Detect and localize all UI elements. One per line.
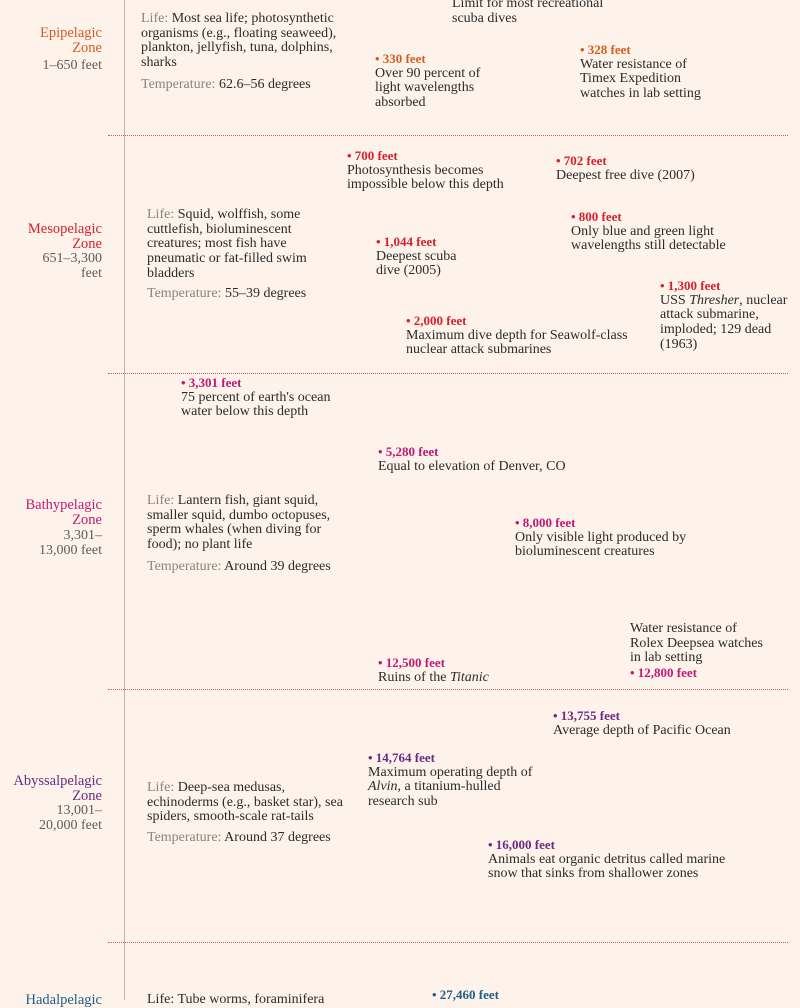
event-depth: • 1,044 feet (376, 234, 437, 249)
depth-event-700: • 700 feet Photosynthesis becomes imposs… (347, 148, 522, 193)
zone-temperature-epipelagic: Temperature: 62.6–56 degrees (141, 77, 311, 92)
event-description: Animals eat organic detritus called mari… (488, 851, 726, 882)
depth-event-702: • 702 feet Deepest free dive (2007) (556, 153, 726, 183)
event-depth: • 5,280 feet (378, 444, 439, 459)
zone-life-mesopelagic: Life: Squid, wolffish, some cuttlefish, … (147, 207, 317, 282)
zone-life-epipelagic: Life: Most sea life; photosynthetic orga… (141, 11, 341, 71)
zone-range-mesopelagic: 651–3,300 feet (42, 251, 103, 281)
zone-divider-meso-bathy (108, 373, 788, 374)
event-description: Deepest scuba dive (2005) (376, 248, 457, 279)
zone-life-abyssalpelagic: Life: Deep-sea medusas, echinoderms (e.g… (147, 780, 357, 825)
temperature-value: 55–39 degrees (224, 286, 307, 301)
depth-event-13755: • 13,755 feet Average depth of Pacific O… (553, 708, 753, 738)
zone-divider-abyss-hadal (108, 942, 788, 943)
event-depth: • 1,300 feet (660, 278, 721, 293)
event-description: Only blue and green light wavelengths st… (571, 223, 726, 254)
depth-event-12800: Water resistance of Rolex Deepsea watche… (630, 621, 765, 681)
temperature-label: Temperature: (147, 286, 222, 301)
depth-event-3301: • 3,301 feet 75 percent of earth's ocean… (181, 375, 346, 420)
event-depth: • 14,764 feet (368, 750, 435, 765)
zone-title-mesopelagic: Mesopelagic Zone (27, 221, 102, 252)
depth-event-800: • 800 feet Only blue and green light wav… (571, 209, 736, 254)
submersible-name: Alvin (368, 779, 398, 795)
zone-divider-bathy-abyss (108, 689, 788, 690)
submarine-name: Thresher (689, 292, 740, 308)
event-depth: • 700 feet (347, 148, 398, 163)
life-text: Squid, wolffish, some cuttlefish, biolum… (147, 207, 307, 281)
zone-life-hadalpelagic: Life: Tube worms, foraminifera (147, 992, 325, 1007)
event-depth: • 3,301 feet (181, 375, 242, 390)
depth-event-recreational-limit: Limit for most recreational scuba dives (452, 0, 632, 26)
event-description: Ruins of the Titanic (378, 669, 528, 686)
zone-range-epipelagic: 1–650 feet (42, 58, 102, 73)
event-description: Maximum operating depth of Alvin, a tita… (368, 764, 533, 810)
event-depth: • 800 feet (571, 209, 622, 224)
zone-life-bathypelagic: Life: Lantern fish, giant squid, smaller… (147, 493, 347, 553)
event-description-part: Ruins of the (378, 669, 450, 685)
event-depth: • 27,460 feet (432, 987, 499, 1002)
depth-event-328: • 328 feet Water resistance of Timex Exp… (580, 42, 725, 102)
life-text: Lantern fish, giant squid, smaller squid… (147, 493, 331, 553)
event-depth: • 330 feet (375, 51, 426, 66)
temperature-value: 62.6–56 degrees (218, 77, 311, 92)
event-description: Photosynthesis becomes impossible below … (347, 162, 504, 193)
event-depth: • 16,000 feet (488, 837, 555, 852)
temperature-label: Temperature: (147, 830, 222, 845)
event-depth: • 12,500 feet (378, 655, 445, 670)
life-text: Most sea life; photosynthetic organisms … (141, 11, 337, 71)
zone-title-abyssalpelagic: Abyssalpelagic Zone (13, 773, 102, 804)
event-description: Only visible light produced by biolumine… (515, 529, 687, 560)
zone-temperature-abyssalpelagic: Temperature: Around 37 degrees (147, 830, 331, 845)
life-label: Life: (147, 780, 175, 795)
zone-range-abyssalpelagic: 13,001–20,000 feet (39, 803, 102, 833)
depth-event-5280: • 5,280 feet Equal to elevation of Denve… (378, 444, 598, 474)
event-depth: • 13,755 feet (553, 708, 620, 723)
timeline-axis-line (124, 0, 125, 1000)
zone-title-bathypelagic: Bathypelagic Zone (25, 497, 102, 528)
event-depth: • 702 feet (556, 153, 607, 168)
event-description: Water resistance of Timex Expedition wat… (580, 56, 701, 102)
life-label: Life: (147, 493, 175, 508)
zone-range-bathypelagic: 3,301–13,000 feet (39, 528, 102, 558)
event-description: Limit for most recreational scuba dives (452, 0, 604, 26)
temperature-label: Temperature: (141, 77, 216, 92)
zone-temperature-bathypelagic: Temperature: Around 39 degrees (147, 559, 331, 574)
depth-event-330: • 330 feet Over 90 percent of light wave… (375, 51, 505, 111)
event-description-part: USS (660, 292, 690, 308)
temperature-value: Around 37 degrees (224, 830, 331, 845)
ship-name: Titanic (449, 669, 489, 685)
life-text: Deep-sea medusas, echinoderms (e.g., bas… (147, 780, 343, 825)
depth-event-1044: • 1,044 feet Deepest scuba dive (2005) (376, 234, 476, 279)
event-description: Over 90 percent of light wavelengths abs… (375, 65, 481, 111)
life-label: Life: (141, 11, 169, 26)
depth-event-14764: • 14,764 feet Maximum operating depth of… (368, 750, 533, 810)
depth-event-16000: • 16,000 feet Animals eat organic detrit… (488, 837, 748, 882)
event-description: Maximum dive depth for Seawolf-class nuc… (406, 327, 628, 358)
event-description: Deepest free dive (2007) (556, 167, 695, 183)
event-description-part: , nuclear attack submarine, imploded; 12… (660, 292, 788, 352)
event-depth: • 2,000 feet (406, 313, 467, 328)
zone-title-epipelagic: Epipelagic Zone (39, 25, 102, 56)
event-description-part: , a titanium-hulled research sub (368, 779, 501, 810)
event-description: USS Thresher, nuclear attack submarine, … (660, 292, 795, 353)
event-description: 75 percent of earth's ocean water below … (181, 389, 331, 420)
event-depth: • 8,000 feet (515, 515, 576, 530)
depth-event-27460: • 27,460 feet (432, 987, 582, 1003)
temperature-value: Around 39 degrees (224, 559, 331, 574)
event-depth: • 328 feet (580, 42, 631, 57)
event-depth: • 12,800 feet (630, 665, 697, 681)
zone-temperature-mesopelagic: Temperature: 55–39 degrees (147, 286, 306, 301)
event-description-part: Maximum operating depth of (368, 764, 533, 780)
event-description: Average depth of Pacific Ocean (553, 722, 731, 738)
zone-title-hadalpelagic: Hadalpelagic (25, 992, 103, 1008)
event-description: Water resistance of Rolex Deepsea watche… (630, 621, 763, 666)
depth-event-2000: • 2,000 feet Maximum dive depth for Seaw… (406, 313, 646, 358)
depth-event-1300: • 1,300 feet USS Thresher, nuclear attac… (660, 278, 795, 353)
temperature-label: Temperature: (147, 559, 222, 574)
zone-divider-epi-meso (108, 135, 788, 136)
life-label: Life: (147, 207, 175, 222)
depth-event-8000: • 8,000 feet Only visible light produced… (515, 515, 690, 560)
event-description: Equal to elevation of Denver, CO (378, 458, 566, 474)
depth-event-12500: • 12,500 feet Ruins of the Titanic (378, 655, 528, 686)
